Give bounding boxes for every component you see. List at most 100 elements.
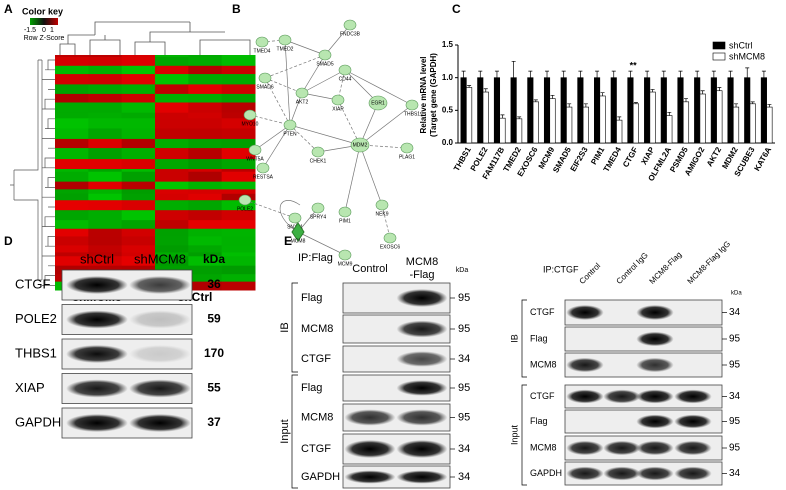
bar (516, 118, 523, 144)
network-edge (244, 199, 296, 219)
blot-row-label: MCM8 (301, 323, 333, 335)
blot-kda: 34 (729, 391, 741, 402)
heatmap-cell (88, 220, 123, 230)
blot-band (396, 289, 448, 307)
network-node (318, 49, 332, 61)
heatmap-cell (121, 148, 156, 160)
blot-band (344, 470, 396, 484)
error-bar (511, 60, 516, 78)
heatmap-cell (88, 112, 123, 119)
heatmap-cell (155, 118, 189, 129)
heatmap-cell (121, 65, 156, 75)
legend-swatch (712, 41, 726, 50)
error-bar (683, 98, 688, 102)
error-bar (700, 90, 705, 94)
network-node-label: RESTSA (253, 174, 274, 180)
heatmap-cell (55, 102, 89, 114)
blot-column-label: MCM8-Flag (648, 250, 684, 286)
heatmap-cell (155, 159, 189, 170)
network-edge (289, 92, 303, 126)
error-bar (467, 85, 472, 88)
network-node-label: MCM9 (338, 261, 353, 267)
heatmap-cell (88, 84, 123, 95)
legend-label: shMCM8 (729, 51, 765, 61)
bar (682, 101, 690, 144)
heatmap-cell (55, 159, 89, 170)
heatmap-cell (155, 181, 189, 190)
network-edge (359, 104, 413, 146)
blot-band (636, 357, 674, 373)
blot-kda: 95 (729, 416, 741, 427)
network-node-label: AKT2 (296, 99, 309, 105)
heatmap-cell (188, 159, 223, 170)
network-node-label: MCM8 (291, 238, 306, 244)
network-node-label: SMAD5 (316, 61, 333, 67)
bar (677, 77, 684, 144)
bar (560, 77, 567, 144)
heatmap-cell (221, 138, 256, 149)
legend-swatch (712, 52, 726, 61)
network-node-label: MDM2 (353, 142, 368, 148)
error-bar (461, 70, 466, 78)
error-bar (767, 104, 772, 108)
error-bar (667, 111, 672, 116)
blot-row-label: GAPDH (301, 471, 340, 483)
error-bar (761, 70, 766, 78)
heatmap-cell (155, 57, 189, 67)
dendrogram-top (59, 21, 251, 55)
heatmap-cell (188, 220, 223, 230)
error-bar (633, 102, 638, 104)
error-bar (550, 94, 555, 99)
blot-kda: 95 (458, 382, 470, 394)
heatmap-cell (88, 171, 123, 183)
heatmap-cell (55, 228, 89, 237)
blot-row-label: MCM8 (301, 411, 333, 423)
network-edge (381, 204, 391, 239)
blot-column-label: Control (578, 261, 603, 286)
heatmap-cell (88, 57, 123, 67)
network-node (248, 144, 262, 156)
group-bracket (521, 299, 527, 378)
network-edge (301, 69, 346, 94)
network-node (350, 137, 370, 153)
network-edge (249, 114, 291, 126)
bar (627, 77, 634, 144)
heatmap-cell (121, 55, 156, 58)
color-key-tick: 0 (42, 27, 46, 34)
heatmap-cell (88, 181, 123, 190)
heatmap-cell (221, 210, 256, 221)
blot-kda: 37 (207, 415, 221, 429)
blot-kda: 59 (207, 312, 221, 326)
color-key-tick: -1.5 (24, 27, 36, 34)
heatmap-cell (88, 189, 123, 195)
bar (699, 93, 706, 144)
bar (744, 77, 751, 144)
network-node (311, 146, 325, 158)
error-bar (645, 70, 650, 78)
heatmap-cell (55, 189, 89, 195)
network-node (338, 64, 352, 76)
heatmap-cell (88, 256, 123, 267)
heatmap-cell (155, 148, 189, 160)
color-key-tick: 1 (50, 27, 54, 34)
color-key (30, 18, 58, 25)
blot-kda: 34 (729, 468, 741, 479)
heatmap-cell (121, 171, 156, 183)
blot-band (344, 409, 396, 426)
network-edge (264, 54, 326, 79)
heatmap-cell (155, 128, 189, 140)
heatmap-cell (188, 252, 223, 257)
heatmap-cell (88, 169, 123, 173)
error-bar (533, 99, 538, 102)
heatmap-cell (155, 256, 189, 267)
heatmap-cell (55, 55, 89, 58)
heatmap-cell (188, 265, 223, 275)
blot-kda: 95 (729, 334, 741, 345)
error-bar (678, 70, 683, 78)
panel-label: E (284, 234, 292, 248)
heatmap-cell (221, 102, 256, 114)
heatmap-cell (188, 74, 223, 85)
bar (477, 77, 484, 144)
heatmap-cell (221, 128, 256, 140)
blot-band (674, 414, 712, 429)
